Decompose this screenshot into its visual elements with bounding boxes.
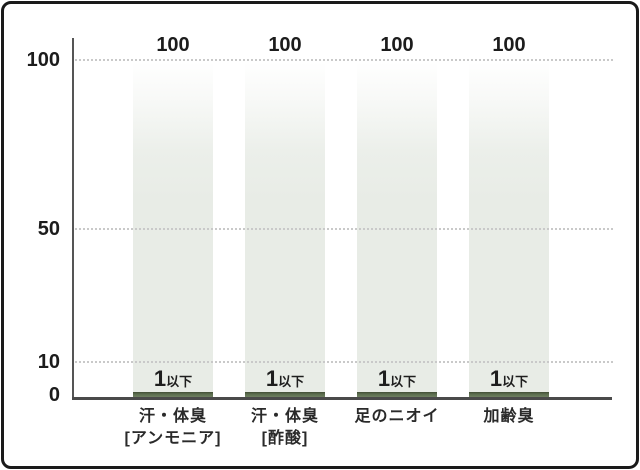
category-line1: 汗・体臭 [138,408,207,425]
x-axis-line [72,397,612,400]
low-value-number: 1 [377,366,391,391]
bar-value-label: 100 [492,34,526,56]
gridline-10 [75,361,613,363]
category-line2: [アンモニア] [124,430,222,447]
low-value-number: 1 [489,366,503,391]
low-value-label: 1以下 [357,368,437,393]
category-label: 足のニオイ [327,406,467,428]
category-line1: 足のニオイ [354,408,440,425]
low-value-number: 1 [265,366,279,391]
category-label: 汗・体臭 [酢酸] [215,406,355,450]
category-line1: 加齢臭 [483,408,535,425]
low-bar [245,392,325,397]
category-line1: 汗・体臭 [250,408,319,425]
low-value-number: 1 [153,366,167,391]
low-value-unit: 以下 [278,374,305,389]
category-line2: [酢酸] [261,430,309,447]
y-tick-0: 0 [48,384,60,406]
bar-value-label: 100 [156,34,190,56]
y-axis-line [72,38,74,399]
low-value-unit: 以下 [166,374,193,389]
category-label: 加齢臭 [439,406,579,428]
y-tick-50: 50 [37,218,60,240]
low-bar [357,392,437,397]
gridline-50 [75,228,613,230]
bar-value-label: 100 [268,34,302,56]
low-bar [469,392,549,397]
bar-value-label: 100 [380,34,414,56]
low-value-unit: 以下 [502,374,529,389]
low-bar [133,392,213,397]
low-value-label: 1以下 [245,368,325,393]
low-value-unit: 以下 [390,374,417,389]
category-label: 汗・体臭 [アンモニア] [103,406,243,450]
y-tick-10: 10 [37,351,60,373]
low-value-label: 1以下 [469,368,549,393]
low-value-label: 1以下 [133,368,213,393]
gridline-100 [75,59,613,61]
y-tick-100: 100 [26,49,60,71]
